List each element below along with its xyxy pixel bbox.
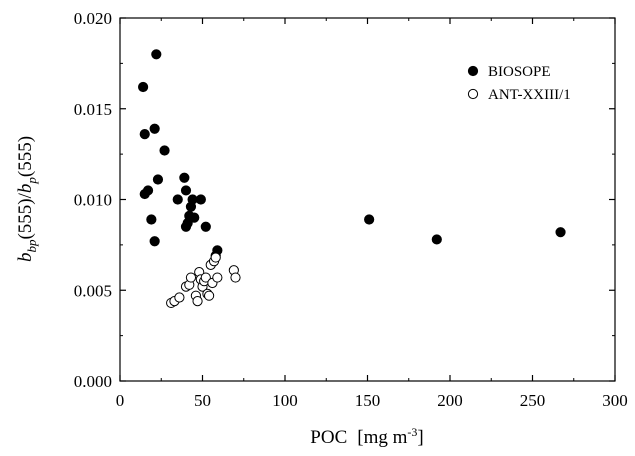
biosope-point (149, 236, 160, 247)
biosope-point (142, 185, 154, 196)
y-tick-label: 0.020 (74, 9, 112, 28)
x-tick-label: 100 (272, 391, 298, 410)
biosope-point (146, 214, 157, 225)
legend: BIOSOPE ANT-XXIII/1 (467, 64, 571, 103)
biosope-point (555, 227, 566, 238)
x-tick-label: 200 (437, 391, 463, 410)
x-tick-label: 300 (602, 391, 628, 410)
legend-label-ant-xxiii: ANT-XXIII/1 (488, 87, 571, 103)
x-tick-label: 50 (194, 391, 211, 410)
ant-xxiii-point (230, 272, 241, 283)
ant-xxiii-point (210, 252, 221, 263)
ant-xxiii-point (192, 296, 203, 307)
legend-label-biosope: BIOSOPE (488, 64, 551, 80)
axis-ticks (119, 17, 616, 382)
y-axis-label: bbp(555)/bp(555) (15, 136, 39, 262)
y-tick-label: 0.015 (74, 100, 112, 119)
x-tick-label: 0 (116, 391, 125, 410)
legend-marker-biosope (467, 65, 479, 77)
biosope-point (139, 129, 150, 140)
biosope-point (152, 174, 164, 185)
y-tick-label: 0.010 (74, 191, 112, 210)
biosope-point (159, 145, 170, 156)
y-tick-label: 0.005 (74, 281, 112, 300)
y-tick-label: 0.000 (74, 372, 112, 391)
x-tick-label: 250 (520, 391, 546, 410)
ant-xxiii-point (185, 272, 197, 283)
biosope-point (189, 212, 200, 223)
data-points (138, 49, 566, 309)
biosope-point (151, 49, 162, 60)
x-tick-label: 150 (355, 391, 381, 410)
biosope-point (364, 214, 375, 225)
biosope-point (172, 194, 183, 205)
biosope-point (179, 172, 190, 183)
biosope-point (195, 194, 206, 205)
biosope-point (138, 81, 149, 93)
biosope-point (431, 234, 442, 245)
ant-xxiii-point (174, 292, 185, 303)
ant-xxiii-point (212, 272, 223, 283)
axis-tick-labels: 0 50 100 150 200 250 300 0.000 0.005 0.010 0.015 0.… (74, 9, 628, 410)
legend-marker-ant-xxiii (467, 88, 479, 100)
ant-xxiii-point (204, 290, 215, 301)
ant-xxiii-point (200, 272, 211, 283)
biosope-point (180, 185, 192, 196)
x-axis-label: POC [mg m-3] (310, 425, 423, 448)
biosope-point (200, 221, 211, 232)
biosope-point (149, 123, 160, 134)
